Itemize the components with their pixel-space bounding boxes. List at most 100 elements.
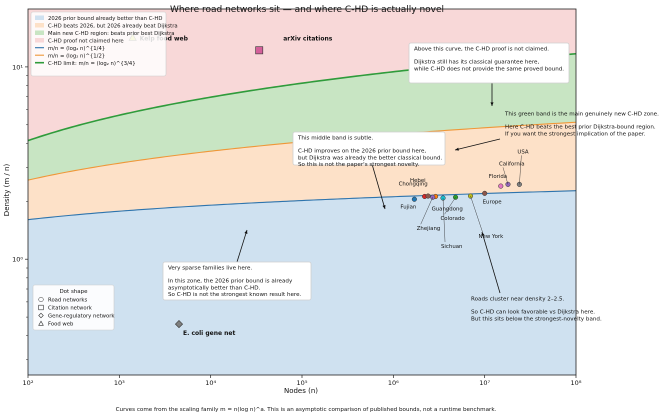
annotation-line: C-HD improves on the 2026 prior bound he… [298,149,426,155]
leader-line [470,195,483,233]
point-label: arXiv citations [283,35,333,42]
leader-line [519,155,522,185]
arrow-green-head [455,147,459,151]
legend-label: C-HD proof not claimed here [48,39,124,45]
point-label: Florida [489,174,507,180]
axes: 10² 10³ 10⁴ 10⁵ 10⁶ 10⁷ 10⁸ 10⁰ 10¹ [12,8,582,387]
point-label: Fujian [400,204,416,210]
shape-legend-marker [38,320,44,326]
annotation-line: while C-HD does not provide the same pro… [414,66,564,72]
shape-legend-marker [38,296,44,303]
point-label: Sichuan [441,244,462,250]
x-tick-label: 10³ [114,379,125,387]
legend-label: m/n = (log₂ n)^{1/4} [48,46,105,52]
ann-roads: Roads cluster near density 2–2.5. So C-HD… [471,297,602,323]
leader-line [420,197,433,225]
annotations: Above this curve, the C-HD proof is not … [162,42,659,323]
legend-label: 2026 prior bound already better than C-H… [48,16,162,22]
shape-legend-marker [38,312,44,319]
footer-note: Curves come from the scaling family m = … [116,407,497,413]
shape-legend-label: Road networks [48,298,87,304]
ann-sparse: Very sparse families live here. In this z… [162,261,312,301]
shape-legend-box [32,284,115,331]
data-point [430,194,436,200]
annotation-line: Roads cluster near density 2–2.5. [471,297,565,303]
data-point [425,193,431,199]
legend-label: C-HD beats 2026, but 2026 already beat D… [48,24,178,30]
shape-legend-label: Gene-regulatory network [48,314,115,320]
x-tick-label: 10⁶ [388,379,399,387]
annotation-line: But this sits below the strongest-novelt… [471,316,602,322]
point-label: Chongqing [399,181,428,187]
annotation-line: This middle band is subtle. [297,136,373,142]
annotation-line: In this zone, the 2026 prior bound is al… [168,279,293,285]
y-tick-label: 10¹ [12,63,23,71]
ann-green: This green band is the main genuinely ne… [504,112,659,138]
legend-swatch [35,30,44,35]
ann-top: Above this curve, the C-HD proof is not … [408,42,570,84]
annotation-box [162,261,312,301]
x-axis-label: Nodes (n) [284,387,318,395]
arrow-sparse-head [244,230,248,234]
annotation-line: So this is not the paper's strongest nov… [298,162,419,168]
annotation-arrows [236,83,501,294]
arrow-top-head [490,102,494,106]
data-point [498,183,504,189]
x-tick-label: 10⁸ [571,379,582,387]
annotation-line: asymptotically better than C-HD. [168,285,261,291]
leader-line [502,167,509,185]
leader-line [444,197,456,215]
annotation-line: This green band is the main genuinely ne… [504,112,659,118]
region-main-new [28,53,576,181]
legend-label: Main new C-HD region: beats prior best D… [48,31,175,37]
shape-legend-label: Citation network [48,306,93,312]
annotation-line: Above this curve, the C-HD proof is not … [414,47,549,53]
x-tick-label: 10⁷ [479,379,490,387]
point-label: California [499,161,525,167]
leader-line [442,198,446,243]
point-label: E. coli gene net [183,330,235,337]
arrow-sparse-line [236,229,248,263]
shape-legend-marker [38,304,44,311]
point-label: Europe [483,199,503,205]
point-label: USA [517,149,528,155]
data-point [482,190,488,196]
shape-legend-label: Food web [48,322,74,328]
shape-legend: Dot shape Road networks Citation network Ge… [32,284,115,331]
y-tick-label: 10⁰ [12,256,23,264]
chart-title: Where road networks sit — and where C-HD… [170,5,444,15]
y-axis-label: Density (m / n) [3,164,11,217]
legend-label: C-HD limit: m/n = (log₂ n)^{3/4} [48,61,136,67]
point-label: Zhejiang [417,226,441,232]
legend-label: m/n = (log₂ n)^{1/2} [48,54,105,60]
annotation-box [292,131,446,166]
annotation-line: So C-HD can look favorable vs Dijkstra h… [471,310,595,316]
annotation-line: Here C-HD beats the best prior Dijkstra-… [505,125,656,131]
data-point [174,320,184,329]
point-label: New York [479,234,505,240]
legend-swatch [35,38,44,43]
annotation-line: Very sparse families live here. [168,266,252,272]
legend: 2026 prior bound already better than C-H… [30,11,178,77]
data-point [255,46,264,55]
arrow-green-line [454,138,501,151]
legend-swatch [35,15,44,20]
arrow-middle-head [382,205,386,209]
annotation-line: So C-HD is not the strongest known resul… [168,292,302,298]
legend-swatch [35,23,44,28]
arrow-roads-line [481,231,501,294]
legend-box [30,11,167,77]
arrow-roads-head [481,232,485,236]
point-label: Colorado [441,216,465,222]
x-tick-label: 10⁴ [205,379,216,387]
ann-middle: This middle band is subtle. C-HD improves… [292,131,446,168]
point-label: Guangdong [432,206,463,212]
annotation-box [408,42,570,84]
arrow-middle-line [371,163,386,210]
shape-legend-title: Dot shape [59,289,88,295]
annotation-line: If you want the strongest implication of… [505,131,646,137]
x-tick-label: 10² [23,379,34,387]
x-tick-label: 10⁵ [297,379,308,387]
data-point [411,196,417,202]
